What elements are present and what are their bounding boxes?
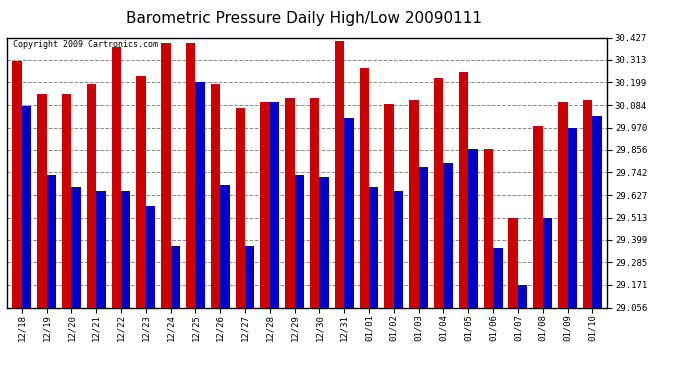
Bar xyxy=(220,184,230,308)
Bar xyxy=(518,285,527,308)
Bar xyxy=(47,175,56,308)
Bar xyxy=(558,102,567,308)
Bar xyxy=(112,47,121,308)
Bar xyxy=(444,163,453,308)
Bar xyxy=(146,206,155,308)
Bar xyxy=(369,187,379,308)
Bar xyxy=(335,41,344,308)
Bar xyxy=(170,246,180,308)
Bar xyxy=(359,68,369,308)
Bar xyxy=(459,72,469,308)
Text: Copyright 2009 Cartronics.com: Copyright 2009 Cartronics.com xyxy=(13,40,158,49)
Bar xyxy=(394,190,403,308)
Bar xyxy=(533,126,543,308)
Bar xyxy=(419,167,428,308)
Text: Barometric Pressure Daily High/Low 20090111: Barometric Pressure Daily High/Low 20090… xyxy=(126,11,482,26)
Bar xyxy=(235,108,245,307)
Bar xyxy=(509,218,518,308)
Bar xyxy=(543,218,552,308)
Bar xyxy=(319,177,329,308)
Bar xyxy=(583,100,592,308)
Bar xyxy=(12,60,22,308)
Bar xyxy=(62,94,71,308)
Bar xyxy=(285,98,295,308)
Bar xyxy=(211,84,220,308)
Bar xyxy=(409,100,419,308)
Bar xyxy=(260,102,270,308)
Bar xyxy=(245,246,255,308)
Bar xyxy=(270,102,279,308)
Bar xyxy=(469,149,477,308)
Bar xyxy=(484,149,493,308)
Bar xyxy=(22,106,31,308)
Bar xyxy=(87,84,96,308)
Bar xyxy=(310,98,319,308)
Bar xyxy=(186,43,195,308)
Bar xyxy=(344,118,354,308)
Bar xyxy=(137,76,146,308)
Bar xyxy=(37,94,47,308)
Bar xyxy=(195,82,205,308)
Bar xyxy=(567,128,577,308)
Bar xyxy=(592,116,602,308)
Bar xyxy=(71,187,81,308)
Bar xyxy=(434,78,444,308)
Bar xyxy=(96,190,106,308)
Bar xyxy=(121,190,130,308)
Bar xyxy=(161,43,170,308)
Bar xyxy=(295,175,304,308)
Bar xyxy=(384,104,394,308)
Bar xyxy=(493,248,502,308)
